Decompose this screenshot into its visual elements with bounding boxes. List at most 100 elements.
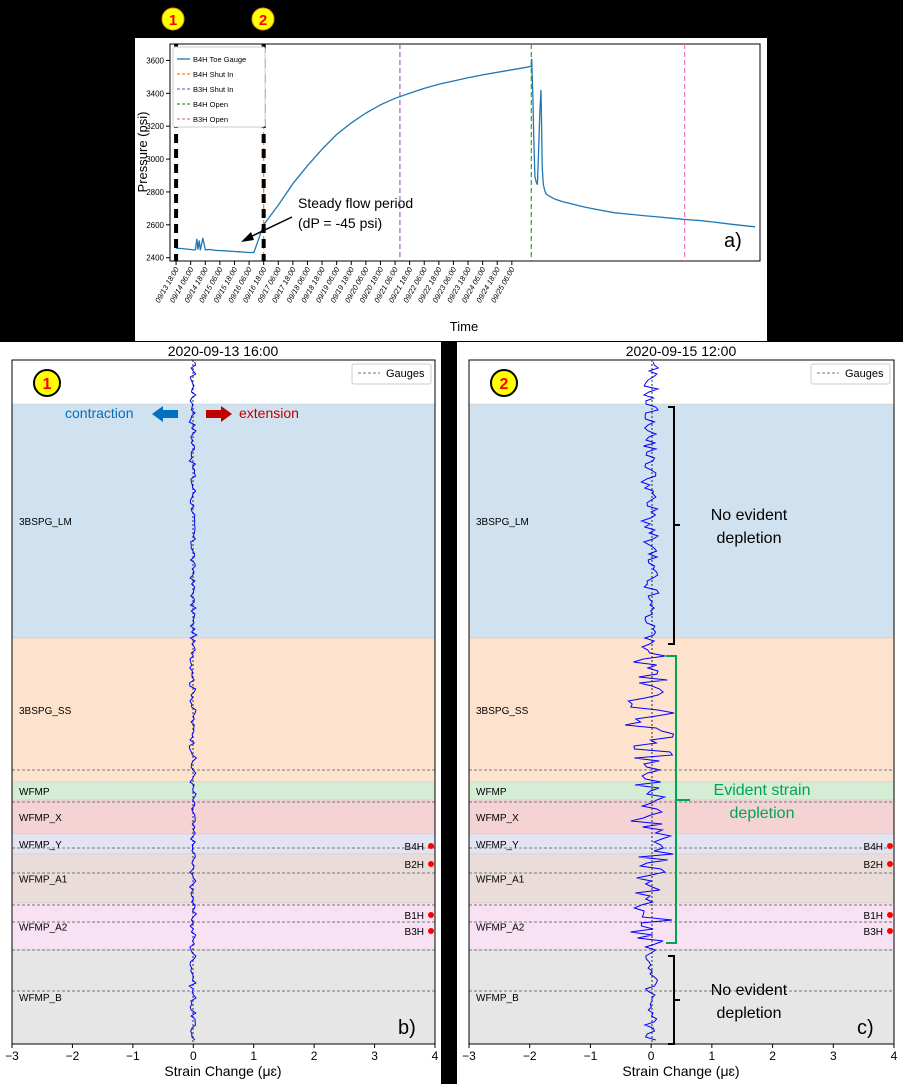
zone-3bspg_lm [11, 403, 436, 639]
x-axis-label: Strain Change (μɛ) [622, 1063, 739, 1079]
x-tick-label: −3 [462, 1049, 476, 1063]
y-tick-label: 3000 [146, 155, 164, 164]
x-tick-label: 0 [648, 1049, 655, 1063]
svg-text:2: 2 [500, 376, 509, 393]
zone-label: 3BSPG_LM [476, 517, 529, 528]
legend-label: B4H Toe Gauge [193, 55, 246, 64]
well-label: B1H [405, 911, 424, 922]
plot-frame [468, 359, 895, 1045]
zone-wfmp_y [468, 833, 895, 855]
bracket-upper-label: No evident [711, 507, 788, 524]
x-tick-label: 4 [891, 1049, 898, 1063]
zone-label: WFMP [19, 787, 50, 798]
chart-title: 2020-09-13 16:00 [168, 343, 279, 359]
legend: Gauges [810, 363, 891, 385]
bracket-lower [668, 955, 680, 1045]
well-label: B2H [405, 860, 424, 871]
well-label: B3H [405, 927, 424, 938]
annotation-arrowhead [241, 232, 254, 242]
zone-label: WFMP_A1 [19, 875, 68, 886]
x-tick-label: 3 [830, 1049, 837, 1063]
zone-wfmp [468, 781, 895, 801]
plot-area [169, 43, 761, 262]
x-axis-label: Time [450, 319, 478, 334]
zone-wfmp [11, 781, 436, 801]
x-tick-label: 0 [190, 1049, 197, 1063]
contraction-arrow [152, 406, 178, 422]
annotation-dp: (dP = -45 psi) [298, 215, 382, 231]
y-tick-label: 3400 [146, 89, 164, 98]
well-label: B4H [864, 842, 883, 853]
y-tick-label: 2400 [146, 254, 164, 263]
zone-wfmp_x [468, 799, 895, 835]
x-tick-label: 1 [250, 1049, 257, 1063]
strain-chart-c: 3BSPG_LM 3BSPG_SS WFMP WFMP_X WFMP_Y WFMP_A1 W… [462, 343, 898, 1079]
svg-text:2: 2 [259, 12, 267, 29]
marker-1: 1 [33, 369, 61, 397]
well-label: B2H [864, 860, 883, 871]
marker-1: 1 [161, 7, 185, 31]
marker-2: 2 [251, 7, 275, 31]
extension-label: extension [239, 405, 299, 421]
zone-label: 3BSPG_SS [476, 706, 529, 717]
svg-text:1: 1 [169, 12, 177, 29]
y-tick-label: 2600 [146, 221, 164, 230]
well-marker [887, 861, 893, 867]
y-tick-label: 3200 [146, 122, 164, 131]
zone-3bspg_ss [468, 637, 895, 783]
panel-label-b: b) [398, 1017, 416, 1039]
well-label: B3H [864, 927, 883, 938]
zone-3bspg_ss [11, 637, 436, 783]
legend-label: B4H Open [193, 100, 228, 109]
bracket-upper [668, 406, 680, 645]
bracket-lower-label: No evident [711, 982, 788, 999]
legend-label: B4H Shut In [193, 70, 233, 79]
svg-text:Gauges: Gauges [386, 368, 425, 380]
zone-wfmp_b [468, 949, 895, 1045]
zone-label: 3BSPG_SS [19, 706, 72, 717]
legend-label: B3H Open [193, 115, 228, 124]
zone-wfmp_a1 [468, 853, 895, 904]
x-tick-label: −2 [523, 1049, 537, 1063]
x-tick-label: −1 [126, 1049, 140, 1063]
contraction-label: contraction [65, 405, 133, 421]
series-line-b4h-toe-gauge [176, 58, 756, 254]
well-label: B1H [864, 911, 883, 922]
zone-label: WFMP_X [19, 813, 62, 824]
x-tick-label: 2 [311, 1049, 318, 1063]
well-marker [887, 928, 893, 934]
zone-wfmp_a1 [11, 853, 436, 904]
x-tick-label: 4 [432, 1049, 439, 1063]
plot-frame [11, 359, 436, 1045]
svg-text:Gauges: Gauges [845, 368, 884, 380]
well-marker [428, 861, 434, 867]
svg-text:1: 1 [43, 376, 52, 393]
zone-3bspg_lm [468, 403, 895, 639]
zone-wfmp_a2 [11, 902, 436, 951]
panel-label-a: a) [724, 230, 742, 252]
bracket-upper-label-2: depletion [717, 530, 782, 547]
x-tick-label: 2 [769, 1049, 776, 1063]
bracket-lower-label-2: depletion [717, 1005, 782, 1022]
zone-label: WFMP_B [476, 993, 519, 1004]
x-axis-label: Strain Change (μɛ) [164, 1063, 281, 1079]
x-tick-label: −3 [5, 1049, 19, 1063]
zone-label: WFMP_A2 [19, 923, 68, 934]
x-tick-label: 3 [371, 1049, 378, 1063]
legend: B4H Toe Gauge B4H Shut In B3H Shut In B4H O… [172, 46, 266, 128]
y-tick-label: 2800 [146, 188, 164, 197]
well-marker [428, 928, 434, 934]
zone-label: WFMP_A2 [476, 923, 525, 934]
zone-label: 3BSPG_LM [19, 517, 72, 528]
bracket-middle-label: Evident strain [714, 782, 811, 799]
x-tick-label: 1 [709, 1049, 716, 1063]
zone-wfmp_y [11, 833, 436, 855]
strain-trace [625, 361, 675, 1041]
x-tick-label: −1 [584, 1049, 598, 1063]
legend: Gauges [351, 363, 432, 385]
extension-arrow [206, 406, 232, 422]
legend-label: B3H Shut In [193, 85, 233, 94]
y-axis-label: Pressure (psi) [135, 112, 150, 193]
